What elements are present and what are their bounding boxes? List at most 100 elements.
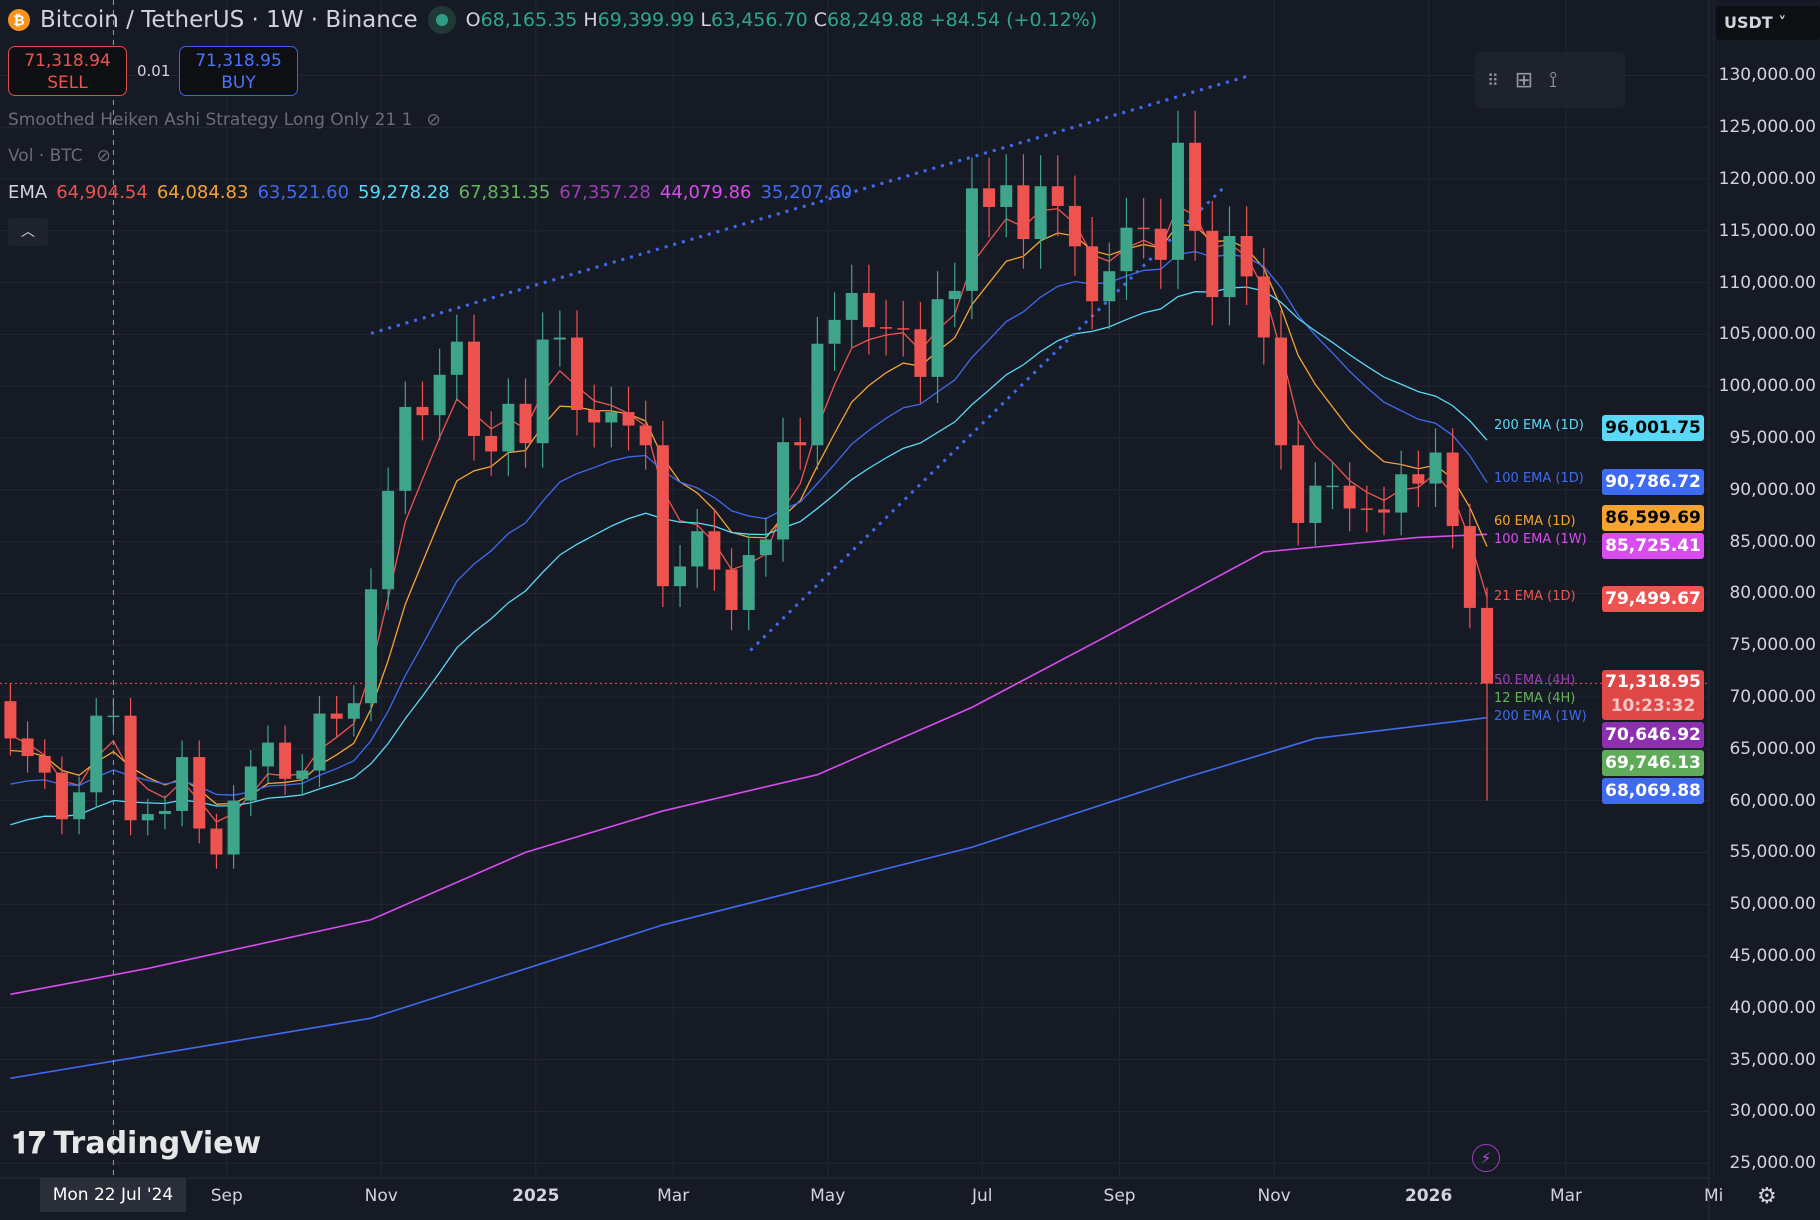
currency-select[interactable]: USDT ˅	[1716, 6, 1820, 40]
candle-body	[1274, 337, 1287, 446]
time-tick: Mar	[657, 1186, 690, 1206]
time-tick: Sep	[210, 1186, 243, 1206]
price-tick: 75,000.00	[1729, 635, 1816, 656]
tradingview-logo[interactable]: 𝟏𝟕 TradingView	[12, 1126, 262, 1161]
candle-body	[862, 292, 875, 328]
candle-body	[450, 341, 463, 375]
candle-body	[141, 814, 154, 821]
candle-body	[1137, 227, 1150, 230]
candle-body	[313, 713, 326, 771]
candle-body	[588, 410, 601, 423]
candle-body	[845, 292, 858, 320]
candle-body	[708, 531, 721, 570]
ema-value: 67,357.28	[559, 182, 651, 203]
ema-tag: 21 EMA (1D)	[1494, 588, 1576, 604]
price-tick: 125,000.00	[1718, 117, 1816, 138]
candle-body	[364, 589, 377, 704]
price-tick: 60,000.00	[1729, 790, 1816, 811]
candle-body	[931, 299, 944, 377]
candle-body	[897, 328, 910, 330]
ema-tag: 50 EMA (4H)	[1494, 673, 1576, 689]
ema-value: 67,831.35	[458, 182, 551, 203]
time-tick: 2025	[512, 1186, 560, 1206]
price-label: 79,499.67	[1602, 585, 1704, 612]
candle-body	[1446, 452, 1459, 527]
ema-line	[10, 533, 1488, 996]
candle-body	[1326, 485, 1339, 488]
hidden-eye-icon[interactable]: ⊘	[96, 146, 111, 166]
time-tick: Sep	[1103, 1186, 1136, 1206]
ema-line	[10, 716, 1488, 1080]
time-tick: Mar	[1549, 1186, 1583, 1206]
price-range-icon[interactable]: ⟟	[1549, 67, 1558, 93]
price-tick: 120,000.00	[1718, 169, 1816, 189]
candle-body	[914, 329, 927, 377]
candle-body	[176, 757, 189, 811]
candle-body	[1360, 508, 1373, 510]
order-quantity[interactable]: 0.01	[137, 62, 171, 80]
candle-body	[107, 715, 120, 718]
candle-body	[536, 339, 549, 444]
price-label: 85,725.41	[1602, 532, 1704, 559]
time-tick: Nov	[364, 1186, 398, 1206]
settings-gear-icon[interactable]: ⚙	[1757, 1184, 1777, 1209]
symbol-title[interactable]: Bitcoin / TetherUS · 1W · Binance	[40, 7, 418, 33]
hidden-eye-icon[interactable]: ⊘	[426, 110, 441, 130]
crosshair-date-label: Mon 22 Jul '24	[40, 1178, 186, 1212]
candle-body	[880, 327, 893, 329]
ema-tag: 200 EMA (1W)	[1494, 709, 1587, 725]
candle-body	[1189, 142, 1202, 231]
candle-body	[656, 445, 669, 587]
drag-handle-icon[interactable]: ⠿	[1487, 70, 1499, 90]
candle-body	[777, 442, 790, 540]
price-tick: 100,000.00	[1718, 376, 1816, 397]
candle-body	[828, 319, 841, 344]
volume-indicator[interactable]: Vol · BTC ⊘	[8, 146, 111, 166]
lightning-alert-icon[interactable]: ⚡	[1472, 1144, 1500, 1172]
price-tick: 40,000.00	[1729, 997, 1816, 1018]
candle-body	[605, 412, 618, 423]
buy-button[interactable]: 71,318.95 BUY	[179, 46, 298, 96]
candle-body	[1051, 186, 1064, 206]
candle-body	[1257, 276, 1270, 338]
price-tick: 115,000.00	[1718, 220, 1816, 241]
candle-body	[227, 800, 240, 855]
candle-body	[399, 406, 412, 491]
price-label: 70,646.92	[1602, 722, 1704, 749]
ema-value: 59,278.28	[358, 182, 450, 203]
candle-body	[4, 701, 17, 739]
price-label: 90,786.72	[1602, 468, 1704, 495]
crosshair-measure-icon[interactable]: ⊞	[1514, 67, 1534, 93]
candle-body	[1068, 205, 1081, 247]
candle-body	[519, 403, 532, 444]
price-tick: 130,000.00	[1718, 65, 1816, 86]
strategy-indicator[interactable]: Smoothed Heiken Ashi Strategy Long Only …	[8, 110, 441, 130]
candle-body	[73, 792, 86, 820]
candle-body	[759, 539, 772, 556]
price-tick: 85,000.00	[1729, 531, 1816, 552]
candle-body	[21, 738, 34, 757]
candle-body	[622, 412, 635, 426]
price-tick: 90,000.00	[1729, 479, 1816, 500]
price-tick: 105,000.00	[1718, 324, 1816, 345]
candle-body	[742, 555, 755, 610]
drawing-toolbar: ⠿ ⊞ ⟟	[1475, 52, 1625, 108]
price-tick: 55,000.00	[1729, 842, 1816, 863]
candle-body	[1034, 186, 1047, 240]
candle-body	[1017, 185, 1030, 240]
candle-body	[38, 756, 51, 773]
market-status-icon[interactable]	[427, 6, 456, 34]
candle-body	[1292, 445, 1305, 523]
sell-button[interactable]: 71,318.94 SELL	[8, 46, 127, 96]
candle-body	[193, 757, 206, 829]
candle-body	[90, 715, 103, 793]
last-price-label: 71,318.95 10:23:32	[1602, 670, 1704, 721]
candle-body	[1395, 474, 1408, 513]
candle-body	[1206, 230, 1219, 298]
ema-legend[interactable]: EMA 64,904.54 64,084.83 63,521.60 59,278.28 6…	[8, 182, 853, 203]
collapse-legend-button[interactable]: ︿	[8, 218, 48, 246]
candle-body	[382, 490, 395, 590]
candle-body	[330, 713, 343, 719]
candle-body	[1120, 227, 1133, 272]
